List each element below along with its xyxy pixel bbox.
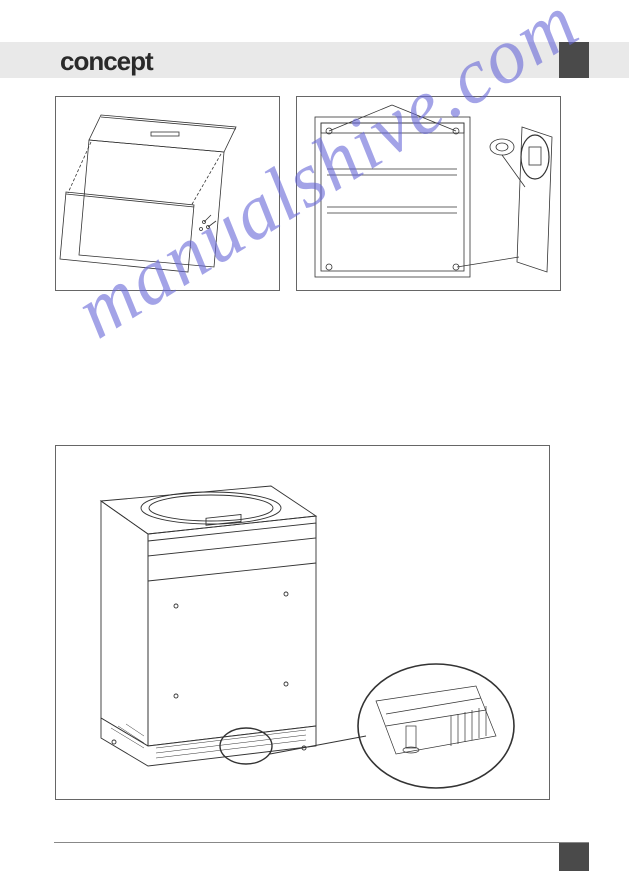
- door-panel-svg: [56, 97, 281, 292]
- diagram-door-frame-brackets: [296, 96, 561, 291]
- diagram-dishwasher-foot-detail: [55, 445, 550, 800]
- door-frame-svg: [297, 97, 562, 292]
- footer-rule: [54, 842, 589, 843]
- header-accent-box: [559, 42, 589, 78]
- footer-accent-box: [559, 843, 589, 871]
- diagram-door-panel-assembly: [55, 96, 280, 291]
- brand-logo: concept: [60, 46, 153, 77]
- dishwasher-iso-svg: [56, 446, 551, 801]
